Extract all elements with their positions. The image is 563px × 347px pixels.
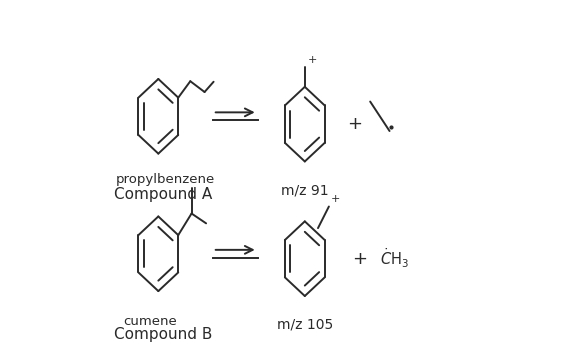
Text: cumene: cumene	[123, 315, 177, 328]
Text: $\dot{C}$H$_3$: $\dot{C}$H$_3$	[381, 247, 409, 270]
Text: propylbenzene: propylbenzene	[116, 173, 215, 186]
Text: +: +	[330, 194, 340, 204]
Text: Compound B: Compound B	[114, 328, 212, 342]
Text: Compound A: Compound A	[114, 187, 212, 202]
Text: +: +	[347, 115, 363, 133]
Text: +: +	[308, 55, 317, 65]
Text: m/z 91: m/z 91	[281, 183, 329, 197]
Text: +: +	[352, 250, 367, 268]
Text: m/z 105: m/z 105	[276, 318, 333, 332]
